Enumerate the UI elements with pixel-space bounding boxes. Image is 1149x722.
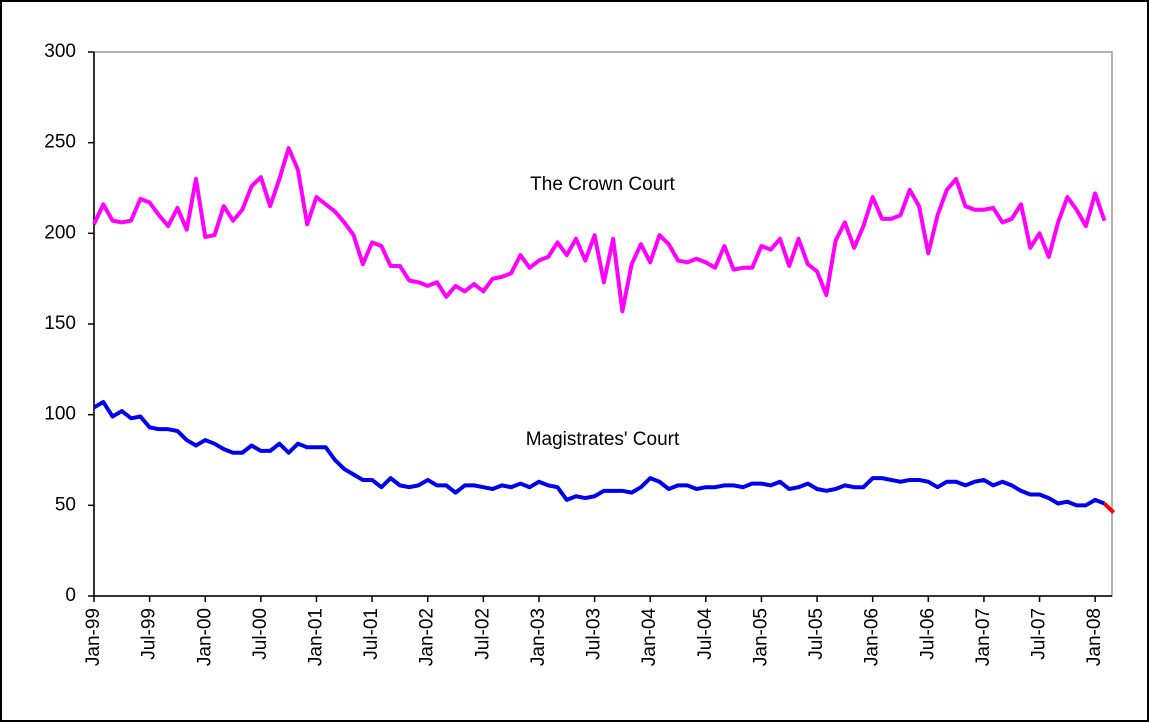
x-tick-label: Jul-01	[361, 608, 382, 660]
x-tick-label: Jul-05	[806, 608, 827, 660]
x-tick-label: Jul-03	[584, 608, 605, 660]
x-tick-label: Jul-99	[139, 608, 160, 660]
y-tick-label: 50	[55, 494, 76, 515]
y-tick-label: 250	[44, 132, 76, 153]
x-tick-label: Jul-00	[250, 608, 271, 660]
x-tick-label: Jan-06	[862, 608, 883, 666]
x-tick-label: Jul-06	[917, 608, 938, 660]
x-tick-label: Jan-01	[305, 608, 326, 666]
x-tick-label: Jul-07	[1029, 608, 1050, 660]
x-tick-label: Jan-02	[417, 608, 438, 666]
x-tick-label: Jan-00	[194, 608, 215, 666]
x-tick-label: Jan-07	[973, 608, 994, 666]
y-tick-label: 300	[44, 41, 76, 62]
x-tick-label: Jul-02	[472, 608, 493, 660]
y-tick-label: 100	[44, 404, 76, 425]
series-line-end	[1103, 502, 1116, 515]
x-tick-label: Jan-08	[1084, 608, 1105, 666]
x-tick-label: Jan-05	[750, 608, 771, 666]
x-tick-label: Jan-04	[639, 608, 660, 667]
series-label: Magistrates' Court	[526, 429, 680, 450]
x-tick-label: Jul-04	[695, 608, 716, 660]
series-line	[92, 146, 1107, 314]
y-tick-label: 0	[65, 585, 76, 606]
series-line	[92, 399, 1106, 508]
x-tick-label: Jan-03	[528, 608, 549, 666]
y-tick-label: 150	[44, 313, 76, 334]
y-tick-label: 200	[44, 222, 76, 243]
series-label: The Crown Court	[530, 174, 675, 195]
x-tick-label: Jan-99	[83, 608, 104, 666]
